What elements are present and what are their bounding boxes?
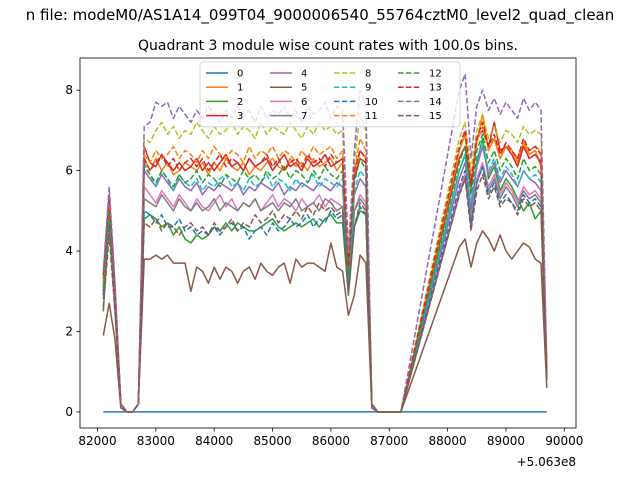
legend-label-7: 7 [301, 111, 307, 122]
legend-label-8: 8 [365, 69, 371, 80]
chart-title: Quadrant 3 module wise count rates with … [138, 38, 518, 54]
axes-frame [79, 57, 577, 429]
legend-label-2: 2 [237, 97, 243, 108]
legend-label-15: 15 [429, 111, 442, 122]
legend-frame [199, 61, 461, 128]
legend-label-12: 12 [429, 69, 442, 80]
series-line-13 [102, 121, 548, 413]
series-line-12 [102, 133, 548, 413]
series-line-10 [102, 165, 548, 413]
figure-suptitle: n file: modeM0/AS1A14_099T04_9000006540_… [26, 6, 615, 25]
series-line-5 [102, 230, 548, 413]
x-tick-label: 84000 [195, 434, 233, 448]
legend-label-13: 13 [429, 83, 442, 94]
legend-label-6: 6 [301, 97, 307, 108]
x-offset-label: +5.063e8 [517, 455, 576, 469]
series-line-2 [102, 137, 548, 413]
series-line-15 [102, 173, 548, 413]
y-axis: 0 2 4 6 8 [65, 83, 80, 419]
y-tick-label: 0 [65, 405, 73, 419]
series-line-11 [102, 125, 548, 413]
legend-label-14: 14 [429, 97, 442, 108]
series-layer [102, 73, 548, 413]
x-tick-label: 83000 [137, 434, 175, 448]
y-tick-label: 4 [65, 244, 73, 258]
x-tick-label: 89000 [487, 434, 525, 448]
y-tick-label: 8 [65, 83, 73, 97]
series-line-4 [102, 145, 548, 413]
plot-area: 82000 83000 84000 85000 86000 87000 88000 89000… [65, 57, 583, 469]
series-line-8 [102, 113, 548, 413]
series-line-9 [102, 141, 548, 413]
x-tick-label: 90000 [545, 434, 583, 448]
y-tick-label: 2 [65, 324, 73, 338]
legend-label-0: 0 [237, 69, 243, 80]
legend-label-9: 9 [365, 83, 371, 94]
legend-label-1: 1 [237, 83, 243, 94]
legend-label-10: 10 [365, 97, 378, 108]
series-line-6 [102, 161, 548, 413]
legend-label-11: 11 [365, 111, 378, 122]
legend-label-3: 3 [237, 111, 243, 122]
x-tick-label: 87000 [370, 434, 408, 448]
x-tick-label: 85000 [253, 434, 291, 448]
y-tick-label: 6 [65, 164, 73, 178]
legend-label-5: 5 [301, 83, 307, 94]
x-axis: 82000 83000 84000 85000 86000 87000 88000 89000… [78, 428, 583, 448]
x-tick-label: 88000 [429, 434, 467, 448]
x-tick-label: 82000 [78, 434, 116, 448]
legend-label-4: 4 [301, 69, 307, 80]
x-tick-label: 86000 [312, 434, 350, 448]
